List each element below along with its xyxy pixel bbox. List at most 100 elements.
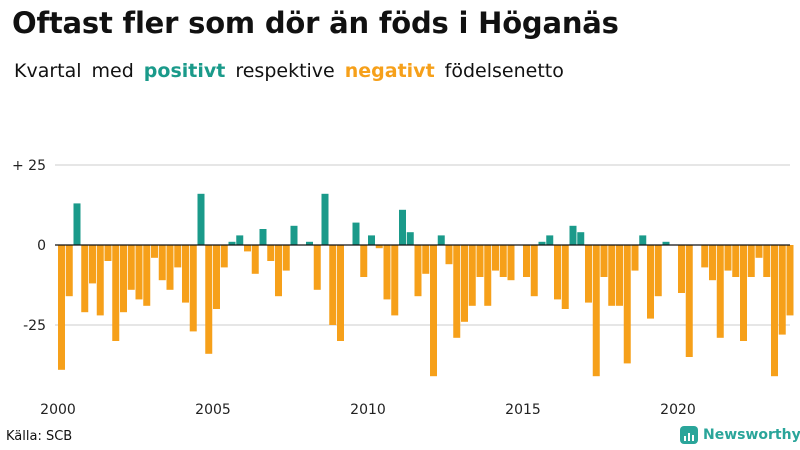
x-tick-label: 2010 [350, 402, 386, 418]
bar-positive [236, 235, 244, 245]
brand-name: Newsworthy [703, 427, 800, 443]
bar-negative [282, 245, 290, 271]
bar-negative [786, 245, 794, 316]
bar-negative [120, 245, 127, 313]
bar-negative [166, 245, 174, 290]
bar-negative [461, 245, 468, 322]
subtitle-word-med: med [91, 60, 134, 82]
subtitle-word-kvartal: Kvartal [14, 60, 82, 82]
bar-negative [476, 245, 484, 277]
bar-negative [174, 245, 182, 268]
bar-negative [81, 245, 89, 313]
grid-layer [55, 164, 790, 326]
y-tick-label: 0 [37, 238, 46, 254]
bar-positive [352, 222, 360, 245]
bar-negative [275, 245, 282, 297]
bar-negative [585, 245, 592, 303]
bar-negative [422, 245, 430, 274]
bar-layer [58, 193, 794, 377]
y-tick-label: + 25 [12, 158, 46, 174]
bar-negative [360, 245, 368, 277]
bar-negative [608, 245, 616, 306]
bar-negative [151, 245, 158, 258]
x-tick-label: 2000 [40, 402, 76, 418]
bar-positive [306, 241, 313, 245]
bar-negative [205, 245, 213, 354]
bar-negative [740, 245, 747, 341]
bar-negative [244, 245, 251, 252]
newsworthy-logo-icon [680, 426, 698, 444]
bar-negative [631, 245, 639, 271]
bar-positive [437, 235, 445, 245]
bar-negative [329, 245, 337, 325]
x-tick-label: 2015 [505, 402, 541, 418]
bar-positive [546, 235, 554, 245]
bar-negative [554, 245, 561, 300]
bar-negative [158, 245, 166, 281]
bar-positive [321, 193, 329, 245]
bar-negative [213, 245, 220, 309]
bar-negative [65, 245, 73, 297]
bar-negative [778, 245, 786, 335]
bar-negative [647, 245, 654, 319]
bar-positive [399, 209, 406, 245]
bar-negative [755, 245, 763, 258]
bar-negative [337, 245, 344, 341]
bar-negative [89, 245, 96, 284]
bar-negative [600, 245, 608, 277]
bar-negative [391, 245, 399, 316]
bar-negative [143, 245, 151, 306]
bar-negative [592, 245, 600, 377]
bar-negative [732, 245, 740, 277]
bar-positive [197, 193, 205, 245]
bar-positive [259, 229, 267, 245]
bar-positive [569, 225, 577, 245]
bar-positive [406, 232, 414, 245]
bar-positive [577, 232, 585, 245]
bar-negative [112, 245, 120, 341]
bar-negative [678, 245, 685, 293]
bar-negative [430, 245, 437, 377]
bar-negative [182, 245, 189, 303]
x-tick-label: 2005 [195, 402, 231, 418]
bar-negative [747, 245, 755, 277]
bar-negative [616, 245, 623, 306]
bar-negative [383, 245, 391, 300]
bar-positive [662, 241, 670, 245]
source-note: Källa: SCB [6, 429, 73, 444]
bar-negative [685, 245, 693, 357]
bar-positive [73, 203, 81, 245]
bar-negative [709, 245, 716, 281]
bar-negative [445, 245, 453, 265]
bar-positive [228, 241, 236, 245]
bar-negative [96, 245, 104, 316]
bar-negative [701, 245, 709, 268]
bar-negative [763, 245, 771, 277]
bar-negative [507, 245, 515, 281]
bar-negative [561, 245, 569, 309]
subtitle-word-respektive: respektive [235, 60, 335, 82]
bar-negative [724, 245, 732, 271]
subtitle-word-fodelsenetto: födelsenetto [444, 60, 564, 82]
bar-negative [484, 245, 492, 306]
bar-negative [58, 245, 65, 370]
bar-negative [104, 245, 112, 261]
bar-negative [251, 245, 259, 274]
bar-negative [414, 245, 422, 297]
bar-negative [453, 245, 461, 338]
legend-negative-label: negativt [344, 60, 435, 82]
bar-negative [654, 245, 662, 297]
bar-negative [468, 245, 476, 306]
bar-positive [368, 235, 375, 245]
legend-positive-label: positivt [143, 60, 226, 82]
bar-negative [530, 245, 538, 297]
bar-negative [492, 245, 499, 271]
bar-negative [267, 245, 275, 261]
chart-title: Oftast fler som dör än föds i Höganäs [12, 6, 619, 40]
bar-negative [135, 245, 143, 300]
bar-positive [290, 225, 298, 245]
bar-negative [716, 245, 724, 338]
y-tick-label: -25 [23, 318, 46, 334]
bar-negative [771, 245, 778, 377]
